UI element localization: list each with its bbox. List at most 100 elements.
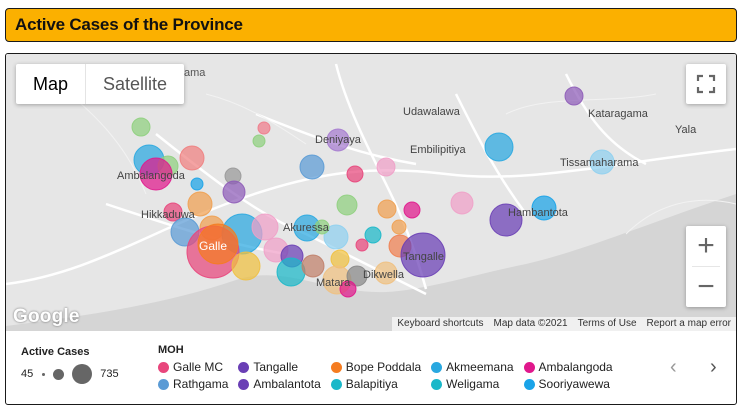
fullscreen-icon [696,74,716,94]
case-bubble[interactable] [364,226,382,244]
case-bubble[interactable] [376,157,396,177]
case-bubble[interactable] [484,132,514,162]
case-bubble[interactable] [374,261,398,285]
case-bubble[interactable] [355,238,369,252]
size-legend: Active Cases 45 735 [21,346,119,384]
case-bubble[interactable] [190,177,204,191]
legend-swatch-icon [431,378,443,390]
legend-swatch-icon [330,361,342,373]
case-bubble[interactable] [400,232,446,278]
map-card: ama Udawalawa Kataragama Yala Deniyaya E… [5,53,737,405]
case-bubble[interactable] [564,86,584,106]
case-bubble[interactable] [251,213,279,241]
map-type-divider [85,64,87,104]
map-label: Dikwella [363,269,404,281]
case-bubble[interactable] [187,191,213,217]
case-bubble[interactable] [403,201,421,219]
case-bubble[interactable] [276,257,306,287]
case-bubble[interactable] [314,219,330,235]
legend-swatch-icon [523,361,535,373]
case-bubble[interactable] [589,149,615,175]
case-bubble[interactable] [391,219,407,235]
case-bubble[interactable] [131,117,151,137]
moh-legend-item[interactable]: Ambalangoda [523,360,613,374]
bubble-map[interactable]: ama Udawalawa Kataragama Yala Deniyaya E… [6,54,736,331]
size-legend-min: 45 [21,368,34,380]
legend-swatch-icon [238,361,250,373]
map-label: Embilipitiya [410,144,466,156]
case-bubble[interactable] [179,145,205,171]
case-bubble[interactable] [257,121,271,135]
moh-legend-item[interactable]: Balapitiya [330,377,421,391]
moh-legend-item[interactable]: Weligama [431,377,513,391]
keyboard-shortcuts-link[interactable]: Keyboard shortcuts [397,318,484,329]
moh-legend-item[interactable]: Tangalle [238,360,320,374]
case-bubble[interactable] [323,224,349,250]
legend-prev-button[interactable]: ‹ [670,356,677,378]
moh-legend-label: Rathgama [173,377,229,391]
moh-legend-item[interactable]: Sooriyawewa [523,377,613,391]
size-legend-max: 735 [100,368,119,380]
legend-swatch-icon [158,361,169,373]
map-label: Matara [316,277,351,289]
moh-legend-label: Tangalle [253,360,299,374]
moh-legend-item[interactable]: Rathgama [158,377,228,391]
case-bubble[interactable] [531,195,557,221]
size-legend-title: Active Cases [21,346,90,358]
map-label: Galle [199,239,228,253]
moh-legend-item[interactable]: Bope Poddala [330,360,421,374]
moh-legend-item[interactable]: Akmeemana [431,360,514,374]
legend-swatch-icon [431,361,443,373]
case-bubble[interactable] [299,154,325,180]
case-bubble[interactable] [377,199,397,219]
legend-swatch-icon [238,378,250,390]
case-bubble[interactable] [336,194,358,216]
case-bubble[interactable] [139,157,173,191]
map-label: Tangalle [403,251,444,263]
case-bubble[interactable] [346,165,364,183]
zoom-control: + − [686,226,726,307]
moh-legend-item[interactable]: Ambalantota [238,377,321,391]
terms-link[interactable]: Terms of Use [577,318,637,329]
case-bubble[interactable] [330,249,350,269]
case-bubbles [131,86,615,298]
small-dot-icon [42,372,46,376]
map-label: Hambantota [508,207,568,219]
map-type-map-button[interactable]: Map [33,73,69,94]
map-label: Tissamaharama [560,157,639,169]
case-bubble[interactable] [252,134,266,148]
case-bubble[interactable] [346,265,368,287]
moh-legend-title: MOH [158,344,184,356]
moh-legend-item[interactable]: Galle MC [158,360,228,374]
report-error-link[interactable]: Report a map error [646,318,731,329]
zoom-out-button[interactable]: − [697,270,715,303]
moh-legend-label: Galle MC [173,360,224,374]
legend-next-button[interactable]: › [710,356,717,378]
map-data-text: Map data ©2021 [493,318,568,329]
moh-legend-label: Ambalangoda [538,360,613,374]
fullscreen-button[interactable] [686,64,726,104]
case-bubble[interactable] [339,280,357,298]
map-attribution: Keyboard shortcuts Map data ©2021 Terms … [392,317,736,331]
google-logo: Google [13,306,80,327]
legend-swatch-icon [158,378,169,390]
case-bubble[interactable] [222,180,246,204]
case-bubble[interactable] [326,128,350,152]
legend-swatch-icon [523,378,535,390]
case-bubble[interactable] [231,251,261,281]
zoom-divider [692,266,720,267]
medium-dot-icon [53,368,65,380]
case-bubble[interactable] [489,203,523,237]
case-bubble[interactable] [450,191,474,215]
map-type-satellite-button[interactable]: Satellite [103,73,168,94]
map-label: Ambalangoda [117,170,185,182]
map-label: ama [184,67,206,79]
moh-legend-items: Galle MC Tangalle Bope Poddala Akmeemana Amb… [158,360,613,391]
page-title: Active Cases of the Province [15,15,243,34]
zoom-in-button[interactable]: + [697,229,715,262]
case-bubble[interactable] [197,223,239,265]
case-bubble[interactable] [163,202,183,222]
moh-legend-label: Weligama [446,377,500,391]
case-bubble[interactable] [301,254,325,278]
moh-legend: MOH Galle MC Tangalle Bope Poddala Akmeeman… [158,344,613,391]
